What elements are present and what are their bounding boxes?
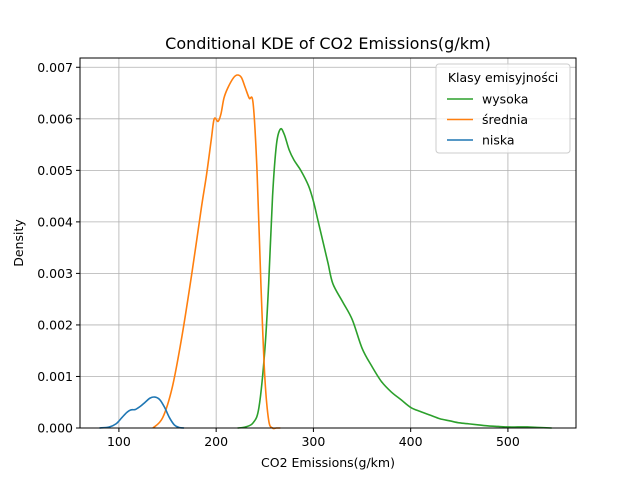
- y-tick-label: 0.001: [37, 369, 73, 384]
- y-tick-label: 0.003: [37, 266, 73, 281]
- y-tick-label: 0.006: [37, 111, 73, 126]
- series-layer: [99, 74, 552, 430]
- chart-title: Conditional KDE of CO2 Emissions(g/km): [165, 34, 491, 53]
- legend-label: niska: [482, 133, 515, 148]
- y-tick-label: 0.005: [37, 163, 73, 178]
- series-line-0: [237, 127, 552, 429]
- x-axis-label: CO2 Emissions(g/km): [261, 455, 395, 470]
- legend-label: średnia: [482, 112, 528, 127]
- y-tick-label: 0.004: [37, 214, 73, 229]
- legend-box: [435, 63, 571, 154]
- y-axis: 0.000 0.001 0.002 0.003 0.004 0.005 0.006 0.007: [37, 60, 80, 436]
- series-line-1: [152, 74, 281, 430]
- x-tick-label: 400: [399, 434, 423, 449]
- legend: Klasy emisyjności wysoka średnia niska: [435, 63, 571, 154]
- x-tick-label: 500: [496, 434, 520, 449]
- x-tick-label: 300: [301, 434, 325, 449]
- x-axis: 100 200 300 400 500: [107, 428, 520, 449]
- plot-frame: [79, 57, 577, 429]
- y-tick-label: 0.000: [37, 421, 73, 436]
- legend-entries: wysoka średnia niska: [447, 92, 528, 148]
- y-tick-label: 0.002: [37, 317, 73, 332]
- legend-label: wysoka: [482, 92, 528, 107]
- y-tick-label: 0.007: [37, 60, 73, 75]
- legend-title: Klasy emisyjności: [448, 70, 558, 85]
- y-axis-label: Density: [11, 219, 26, 267]
- series-line-2: [99, 396, 185, 429]
- x-tick-label: 100: [107, 434, 131, 449]
- x-tick-label: 200: [204, 434, 228, 449]
